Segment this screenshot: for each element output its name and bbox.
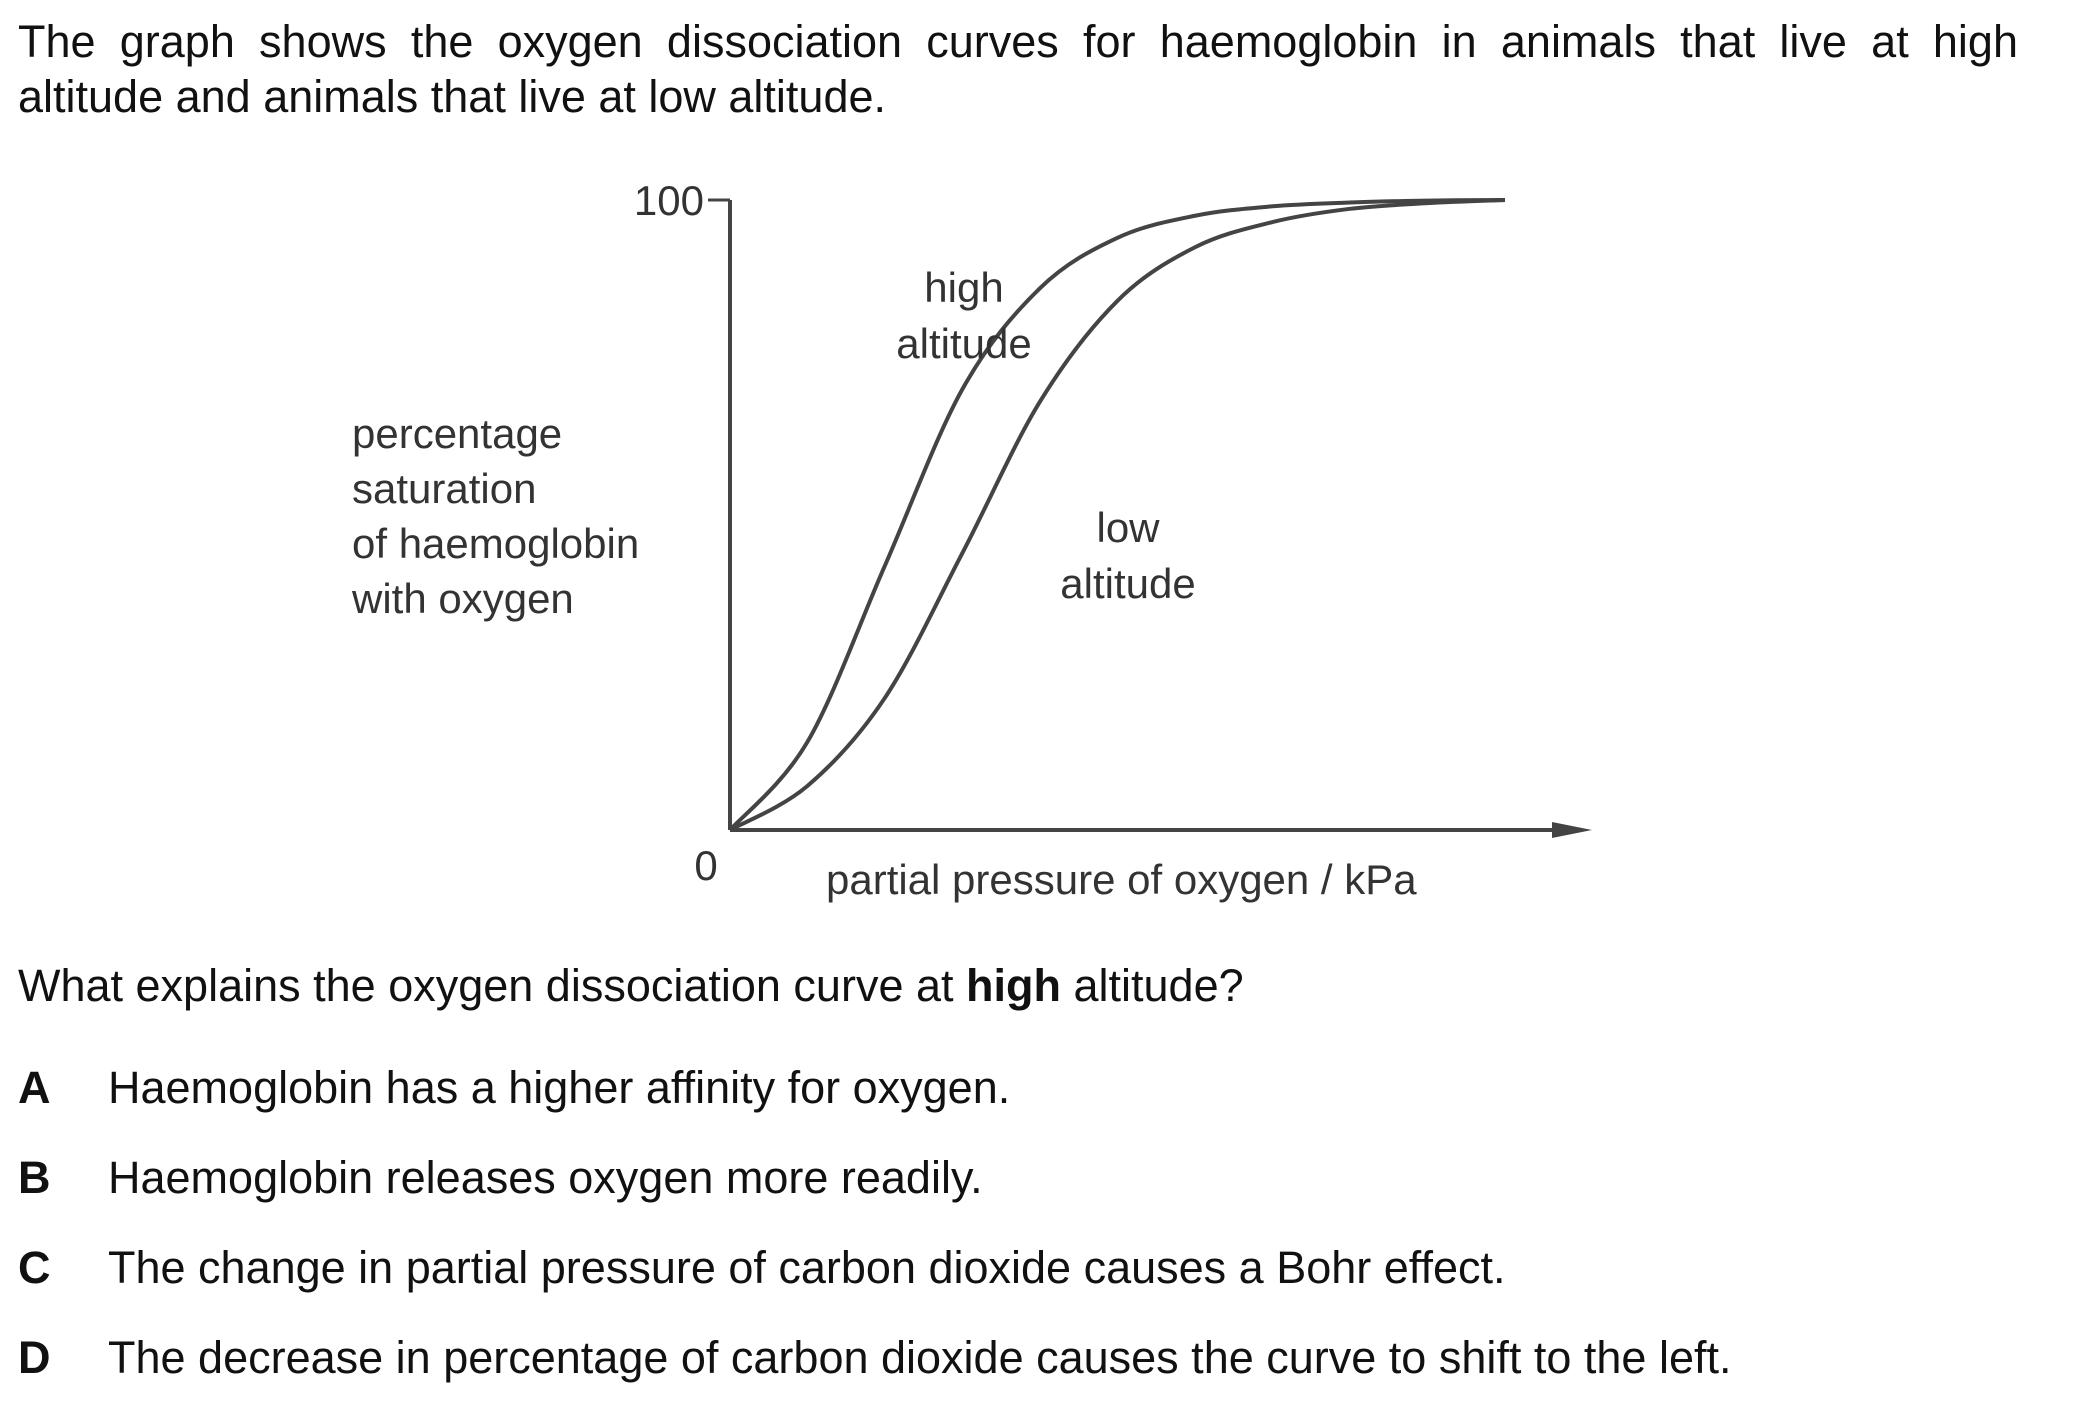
question-text: What explains the oxygen dissociation cu… [18, 960, 1244, 1012]
y-axis-label-line-4: with oxygen [351, 575, 574, 622]
low-altitude-label-line-2: altitude [1060, 560, 1195, 607]
axes: 100 0 [634, 177, 1592, 889]
high-altitude-curve [728, 198, 1506, 832]
option-d-letter: D [18, 1332, 51, 1383]
question-emphasis: high [966, 960, 1061, 1011]
option-c-text: The change in partial pressure of carbon… [108, 1242, 1506, 1293]
option-a-letter: A [18, 1062, 51, 1113]
question-before: What explains the oxygen dissociation cu… [18, 960, 967, 1011]
x-axis-arrowhead [1552, 822, 1592, 838]
option-b-text: Haemoglobin releases oxygen more readily… [108, 1152, 983, 1203]
dissociation-graph: 100 0 percentage saturation of haemoglob… [351, 177, 1592, 903]
y-axis-label-line-2: saturation [352, 465, 536, 512]
graph-labels: percentage saturation of haemoglobin wit… [351, 264, 1417, 903]
x-axis-label: partial pressure of oxygen / kPa [826, 856, 1417, 903]
y-tick-label-100: 100 [634, 177, 704, 224]
option-b-letter: B [18, 1152, 51, 1203]
graph-canvas: 100 0 percentage saturation of haemoglob… [351, 177, 1592, 903]
intro-line-1: The graph shows the oxygen dissociation … [18, 16, 2018, 67]
low-altitude-curve [729, 198, 1506, 832]
intro-text: The graph shows the oxygen dissociation … [18, 14, 2018, 124]
question-after: altitude? [1060, 960, 1244, 1011]
option-d-text: The decrease in percentage of carbon dio… [108, 1332, 1732, 1383]
curves [728, 198, 1506, 832]
option-c-letter: C [18, 1242, 51, 1293]
option-a-text: Haemoglobin has a higher affinity for ox… [108, 1062, 1011, 1113]
y-axis-label-line-1: percentage [352, 410, 562, 457]
y-axis-label-line-3: of haemoglobin [352, 520, 639, 567]
high-altitude-label-line-2: altitude [896, 320, 1031, 367]
intro-line-2: altitude and animals that live at low al… [18, 71, 887, 122]
high-altitude-label-line-1: high [924, 264, 1003, 311]
y-tick-label-0: 0 [694, 842, 717, 889]
low-altitude-label-line-1: low [1096, 504, 1160, 551]
